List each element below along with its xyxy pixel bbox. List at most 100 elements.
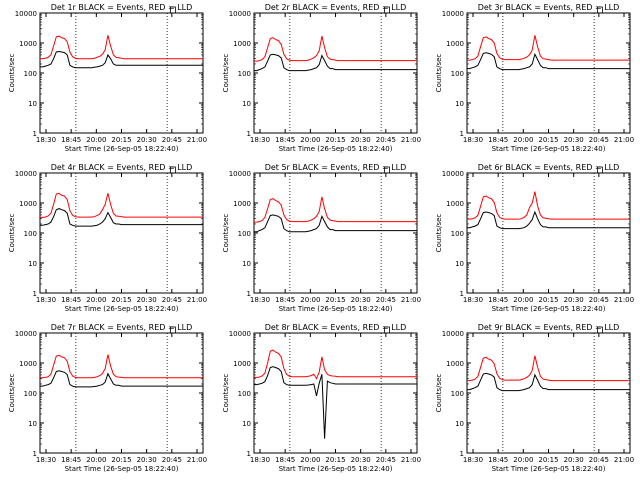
lld-series-line: [40, 35, 203, 60]
y-tick-label: 10: [28, 260, 37, 268]
y-tick-label: 10000: [229, 330, 251, 338]
marker-box: [597, 6, 603, 14]
x-tick-label: 18:45: [488, 456, 508, 464]
x-tick-label: 20:45: [589, 296, 609, 304]
x-tick-label: 20:45: [589, 136, 609, 144]
x-tick-label: 18:45: [61, 456, 81, 464]
x-tick-label: 20:30: [351, 456, 371, 464]
lld-series-line: [40, 354, 203, 379]
x-tick-label: 20:45: [589, 456, 609, 464]
x-tick-label: 18:45: [275, 296, 295, 304]
x-tick-label: 20:15: [325, 456, 345, 464]
chart-title: Det 7r BLACK = Events, RED = LLD: [51, 323, 193, 332]
chart-title: Det 3r BLACK = Events, RED = LLD: [478, 3, 620, 12]
y-tick-label: 1: [247, 450, 251, 458]
x-tick-label: 20:15: [325, 136, 345, 144]
y-tick-label: 1: [247, 290, 251, 298]
chart-panel-9: Det 9r BLACK = Events, RED = LLD 1 10 100 10…: [435, 323, 634, 473]
x-tick-label: 18:30: [250, 136, 270, 144]
x-tick-label: 18:30: [36, 296, 56, 304]
x-tick-label: 18:45: [275, 136, 295, 144]
y-tick-label: 1: [247, 130, 251, 138]
chart-title: Det 5r BLACK = Events, RED = LLD: [265, 163, 407, 172]
x-tick-label: 20:45: [376, 136, 396, 144]
x-axis-label: Start Time (26-Sep-05 18:22:40): [279, 305, 393, 313]
x-tick-label: 20:15: [538, 136, 558, 144]
events-series-line: [40, 50, 203, 69]
x-tick-label: 21:00: [614, 296, 634, 304]
y-tick-label: 1: [460, 130, 464, 138]
marker-box: [383, 166, 390, 174]
y-tick-label: 10000: [442, 330, 464, 338]
x-axis-label: Start Time (26-Sep-05 18:22:40): [65, 145, 179, 153]
x-tick-label: 21:00: [614, 136, 634, 144]
lld-series-line: [254, 349, 417, 380]
x-tick-label: 20:00: [86, 136, 106, 144]
y-axis-label: Counts/sec: [8, 374, 16, 413]
x-tick-label: 21:00: [401, 296, 421, 304]
x-tick-label: 18:45: [275, 456, 295, 464]
x-tick-label: 20:30: [137, 296, 157, 304]
y-tick-label: 10000: [442, 170, 464, 178]
events-series-line: [467, 210, 630, 230]
x-tick-label: 18:30: [463, 456, 483, 464]
chart-panel-8: Det 8r BLACK = Events, RED = LLD 1 10 100 10…: [222, 323, 421, 473]
lld-series-line: [467, 191, 630, 220]
marker-box: [597, 166, 603, 174]
x-tick-label: 18:30: [250, 296, 270, 304]
y-axis-label: Counts/sec: [435, 214, 443, 253]
y-tick-label: 100: [24, 230, 37, 238]
x-tick-label: 18:45: [488, 296, 508, 304]
x-tick-label: 20:30: [137, 456, 157, 464]
x-tick-label: 21:00: [187, 296, 207, 304]
x-tick-label: 20:15: [538, 456, 558, 464]
chart-title: Det 6r BLACK = Events, RED = LLD: [478, 163, 620, 172]
marker-box: [169, 326, 176, 334]
chart-panel-1: Det 1r BLACK = Events, RED = LLD 1 10 100 10…: [8, 3, 207, 153]
x-tick-label: 20:15: [111, 296, 131, 304]
chart-title: Det 4r BLACK = Events, RED = LLD: [51, 163, 193, 172]
x-tick-label: 21:00: [187, 136, 207, 144]
plot-frame: [39, 332, 204, 454]
x-tick-label: 20:30: [564, 136, 584, 144]
y-tick-label: 10000: [442, 10, 464, 18]
x-axis-label: Start Time (26-Sep-05 18:22:40): [65, 465, 179, 473]
y-tick-label: 1: [33, 450, 37, 458]
y-tick-label: 10: [242, 260, 251, 268]
y-tick-label: 100: [451, 390, 464, 398]
x-tick-label: 20:00: [513, 456, 533, 464]
y-tick-label: 1: [460, 290, 464, 298]
x-tick-label: 20:30: [564, 456, 584, 464]
y-tick-label: 1000: [19, 200, 37, 208]
y-tick-label: 10000: [15, 330, 37, 338]
x-tick-label: 20:15: [111, 456, 131, 464]
x-tick-label: 18:45: [61, 136, 81, 144]
x-tick-label: 20:30: [351, 296, 371, 304]
x-tick-label: 20:45: [162, 296, 182, 304]
y-tick-label: 100: [238, 390, 251, 398]
x-axis-label: Start Time (26-Sep-05 18:22:40): [492, 145, 606, 153]
x-tick-label: 20:15: [538, 296, 558, 304]
y-axis-label: Counts/sec: [222, 214, 230, 253]
chart-title: Det 1r BLACK = Events, RED = LLD: [51, 3, 193, 12]
plot-frame: [253, 172, 418, 294]
y-tick-label: 1: [33, 290, 37, 298]
y-tick-label: 10: [455, 100, 464, 108]
y-tick-label: 10: [28, 100, 37, 108]
y-tick-label: 100: [238, 70, 251, 78]
chart-panel-2: Det 2r BLACK = Events, RED = LLD 1 10 100 10…: [222, 3, 421, 153]
events-series-line: [40, 370, 203, 388]
x-tick-label: 20:45: [162, 456, 182, 464]
x-tick-label: 20:45: [376, 456, 396, 464]
y-tick-label: 1: [460, 450, 464, 458]
plot-frame: [466, 12, 631, 134]
y-axis-label: Counts/sec: [435, 374, 443, 413]
y-tick-label: 1000: [19, 360, 37, 368]
plot-frame: [466, 172, 631, 294]
y-tick-label: 1000: [446, 40, 464, 48]
plot-frame: [39, 12, 204, 134]
x-tick-label: 18:30: [463, 136, 483, 144]
chart-title: Det 2r BLACK = Events, RED = LLD: [265, 3, 407, 12]
y-tick-label: 1000: [233, 200, 251, 208]
